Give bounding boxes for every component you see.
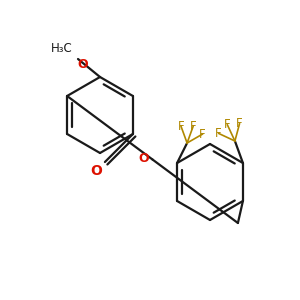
- Text: F: F: [178, 120, 184, 133]
- Text: F: F: [200, 128, 206, 140]
- Text: F: F: [215, 127, 222, 140]
- Text: O: O: [78, 58, 88, 71]
- Text: F: F: [224, 118, 231, 131]
- Text: F: F: [236, 117, 243, 130]
- Text: F: F: [190, 120, 196, 133]
- Text: H₃C: H₃C: [51, 43, 73, 56]
- Text: O: O: [90, 164, 102, 178]
- Text: O: O: [138, 152, 149, 165]
